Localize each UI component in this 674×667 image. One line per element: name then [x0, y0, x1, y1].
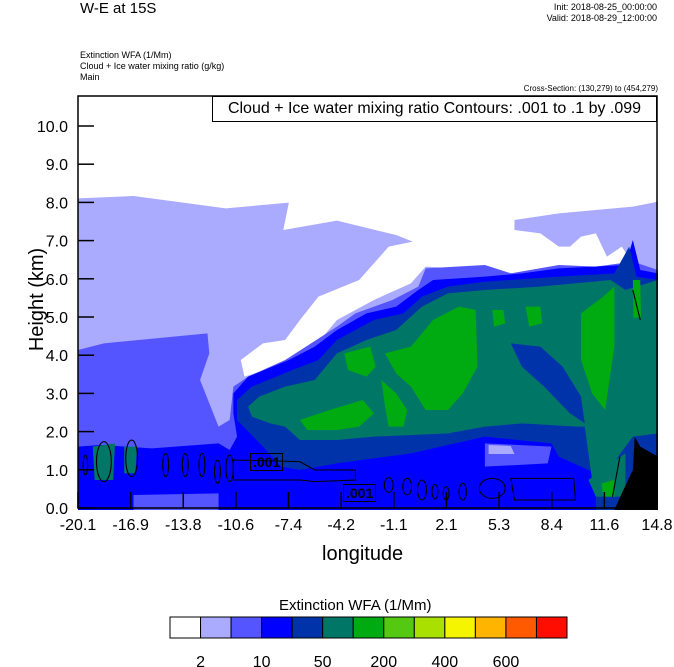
contour-line — [198, 452, 206, 478]
contour-line — [402, 477, 413, 496]
x-tick-label: -4.2 — [327, 517, 355, 534]
contour-line — [181, 452, 189, 478]
x-tick-label: -13.8 — [165, 517, 202, 534]
y-tick-label: 1.0 — [46, 463, 68, 480]
x-tick-label: -16.9 — [112, 517, 149, 534]
chart-title: W-E at 15S — [80, 0, 157, 17]
contour-info-box: Cloud + Ice water mixing ratio Contours:… — [212, 96, 657, 122]
subtitle-extinction: Extinction WFA (1/Mm) — [80, 50, 172, 60]
colorbar-swatch — [413, 616, 446, 639]
x-tick-label: -7.4 — [275, 517, 303, 534]
extinction-region — [632, 280, 641, 319]
extinction-region — [514, 201, 658, 270]
y-tick-label: 9.0 — [46, 157, 68, 174]
colorbar-swatch — [261, 616, 293, 639]
y-tick-label: 0.0 — [46, 501, 68, 518]
colorbar-swatch — [200, 616, 232, 639]
contour-line — [383, 477, 394, 493]
contour-line — [417, 479, 427, 501]
colorbar-title: Extinction WFA (1/Mm) — [279, 597, 432, 614]
colorbar-label: 50 — [314, 654, 332, 667]
y-tick-label: 8.0 — [46, 195, 68, 212]
colorbar: 2 10 50 200 400 600 — [169, 616, 568, 667]
extinction-region — [344, 346, 376, 377]
contour-line — [82, 454, 89, 476]
extinction-region — [588, 453, 626, 497]
subtitle-cloud-ice: Cloud + Ice water mixing ratio (g/kg) — [80, 61, 225, 71]
x-tick-label: 14.8 — [641, 517, 672, 534]
extinction-region — [385, 306, 478, 410]
y-tick-label: 7.0 — [46, 234, 68, 251]
colorbar-swatch — [383, 616, 415, 639]
colorbar-swatch — [169, 616, 202, 639]
x-tick-label: 5.3 — [488, 517, 510, 534]
x-tick-label: -10.6 — [218, 517, 255, 534]
contour-line — [478, 477, 506, 499]
contour-line — [232, 289, 641, 501]
y-tick-label: 10.0 — [37, 119, 68, 136]
colorbar-label: 2 — [196, 654, 205, 667]
colorbar-swatch — [230, 616, 263, 639]
colorbar-swatch — [505, 616, 537, 639]
colorbar-label: 200 — [370, 654, 397, 667]
y-tick-label: 5.0 — [46, 310, 68, 327]
contour-line — [458, 482, 467, 501]
extinction-region — [124, 446, 138, 474]
contour-label: .001 — [250, 453, 284, 471]
y-tick-label: 4.0 — [46, 348, 68, 365]
extinction-region — [92, 443, 115, 480]
axes: 0.01.02.03.04.05.06.07.08.09.010.0-20.1-… — [37, 119, 673, 534]
x-tick-label: 11.6 — [589, 517, 619, 534]
terrain — [614, 436, 658, 510]
extinction-region — [525, 306, 543, 327]
colorbar-label: 10 — [253, 654, 271, 667]
contour-line — [431, 483, 439, 500]
x-tick-label: 8.4 — [541, 517, 563, 534]
x-tick-label: -20.1 — [60, 517, 97, 534]
contour-line — [162, 452, 170, 478]
colorbar-swatch — [322, 616, 354, 639]
colorbar-label: 600 — [493, 654, 520, 667]
contour-label: .001 — [343, 484, 377, 502]
extinction-region — [581, 286, 615, 410]
extinction-region — [492, 310, 506, 327]
colorbar-swatch — [474, 616, 507, 639]
contour-line — [213, 459, 221, 484]
x-axis-label: longitude — [322, 543, 404, 565]
cross-section-label: Cross-Section: (130,279) to (454,279) — [523, 84, 658, 93]
subtitle-main: Main — [80, 72, 100, 82]
extinction-region — [510, 343, 585, 424]
y-tick-label: 2.0 — [46, 425, 68, 442]
contour-line — [125, 439, 139, 478]
x-tick-label: 2.1 — [435, 517, 457, 534]
init-time: Init: 2018-08-25_00:00:00 — [553, 2, 657, 12]
y-axis-label: Height (km) — [26, 247, 49, 352]
extinction-region — [299, 400, 374, 430]
contour-line — [95, 441, 112, 483]
extinction-field — [78, 196, 658, 510]
extinction-region — [381, 380, 408, 427]
y-tick-label: 6.0 — [46, 272, 68, 289]
y-tick-label: 3.0 — [46, 386, 68, 403]
extinction-region — [133, 493, 219, 510]
colorbar-swatch — [352, 616, 385, 639]
colorbar-label: 400 — [431, 654, 458, 667]
valid-time: Valid: 2018-08-29_12:00:00 — [546, 13, 657, 23]
extinction-region — [488, 445, 515, 454]
colorbar-swatch — [535, 616, 568, 639]
colorbar-swatch — [291, 616, 324, 639]
colorbar-swatch — [444, 616, 476, 639]
x-tick-label: -1.1 — [380, 517, 408, 534]
